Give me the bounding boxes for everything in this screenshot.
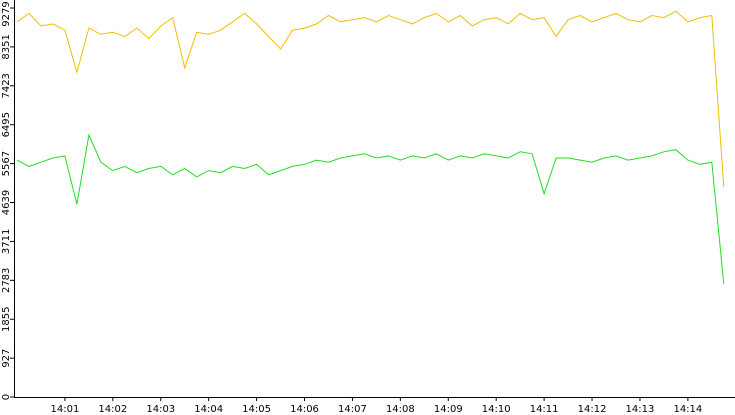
x-tick-label: 14:08 <box>386 404 415 415</box>
y-tick-label: 2783 <box>1 268 12 293</box>
x-tick-label: 14:05 <box>242 404 271 415</box>
y-tick-label: 6495 <box>1 112 12 137</box>
y-tick-label: 1855 <box>1 307 12 332</box>
x-tick-label: 14:12 <box>578 404 607 415</box>
y-tick-label: 5567 <box>1 151 12 176</box>
x-tick-label: 14:04 <box>194 404 223 415</box>
x-tick-label: 14:11 <box>530 404 559 415</box>
x-tick-label: 14:02 <box>98 404 127 415</box>
x-tick-label: 14:07 <box>338 404 367 415</box>
x-tick-label: 14:14 <box>673 404 702 415</box>
x-tick-label: 14:10 <box>482 404 511 415</box>
x-tick-label: 14:03 <box>146 404 175 415</box>
x-tick-label: 14:13 <box>626 404 655 415</box>
y-tick-label: 8351 <box>1 34 12 59</box>
x-tick-label: 14:01 <box>51 404 80 415</box>
x-tick-label: 14:09 <box>434 404 463 415</box>
x-tick-label: 14:06 <box>290 404 319 415</box>
y-tick-label: 927 <box>1 349 12 368</box>
y-tick-label: 3711 <box>1 229 12 254</box>
y-tick-label: 4639 <box>1 190 12 215</box>
line-series <box>16 10 725 188</box>
y-tick-label: 9279 <box>1 1 12 26</box>
y-tick-label: 0 <box>1 394 12 400</box>
line-series <box>16 133 725 284</box>
y-tick-label: 7423 <box>1 73 12 98</box>
